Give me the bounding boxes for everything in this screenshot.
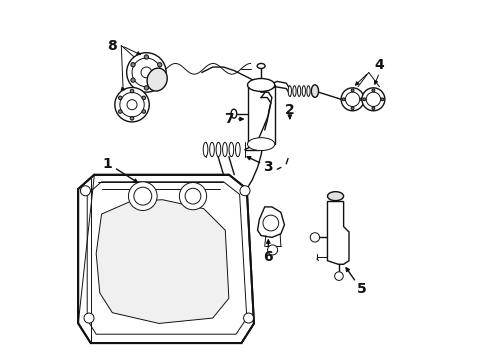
Ellipse shape xyxy=(293,86,296,96)
Text: 1: 1 xyxy=(102,157,112,171)
Circle shape xyxy=(130,117,134,120)
Circle shape xyxy=(126,53,166,92)
Ellipse shape xyxy=(210,142,214,157)
Ellipse shape xyxy=(247,78,275,91)
Circle shape xyxy=(144,86,148,90)
Ellipse shape xyxy=(311,85,318,97)
Circle shape xyxy=(363,98,366,101)
Circle shape xyxy=(263,215,279,231)
Text: 2: 2 xyxy=(285,103,294,117)
Ellipse shape xyxy=(231,109,237,118)
Circle shape xyxy=(381,98,384,101)
Polygon shape xyxy=(78,175,254,343)
Circle shape xyxy=(351,89,354,92)
Polygon shape xyxy=(96,200,229,323)
Circle shape xyxy=(158,78,162,82)
Circle shape xyxy=(345,92,360,107)
Circle shape xyxy=(115,87,149,122)
Circle shape xyxy=(127,100,137,110)
Ellipse shape xyxy=(307,86,310,96)
Text: 5: 5 xyxy=(357,282,367,296)
Circle shape xyxy=(372,107,375,110)
Text: 3: 3 xyxy=(264,161,273,175)
Text: 7: 7 xyxy=(224,112,234,126)
Circle shape xyxy=(185,188,201,204)
Circle shape xyxy=(120,93,144,117)
Circle shape xyxy=(179,183,207,210)
Ellipse shape xyxy=(288,86,292,96)
Circle shape xyxy=(158,63,162,67)
Circle shape xyxy=(84,313,94,323)
Circle shape xyxy=(119,96,122,100)
Ellipse shape xyxy=(229,142,234,157)
Circle shape xyxy=(132,58,161,87)
Circle shape xyxy=(360,98,363,101)
Ellipse shape xyxy=(297,86,301,96)
Circle shape xyxy=(141,67,152,78)
Circle shape xyxy=(131,78,135,82)
Ellipse shape xyxy=(327,192,343,201)
Circle shape xyxy=(134,187,152,205)
Circle shape xyxy=(144,55,148,59)
Circle shape xyxy=(351,107,354,110)
Circle shape xyxy=(80,186,91,196)
Circle shape xyxy=(119,110,122,113)
Ellipse shape xyxy=(216,142,221,157)
Circle shape xyxy=(131,63,135,67)
Polygon shape xyxy=(258,207,285,237)
Circle shape xyxy=(142,110,146,113)
Ellipse shape xyxy=(302,86,305,96)
Circle shape xyxy=(142,96,146,100)
Polygon shape xyxy=(327,202,349,264)
Circle shape xyxy=(372,89,375,92)
Circle shape xyxy=(342,98,345,101)
Text: 4: 4 xyxy=(374,58,384,72)
Circle shape xyxy=(128,182,157,211)
Circle shape xyxy=(366,92,381,107)
Circle shape xyxy=(130,89,134,93)
Ellipse shape xyxy=(236,142,240,157)
Text: 8: 8 xyxy=(107,39,117,53)
Circle shape xyxy=(268,245,278,255)
Ellipse shape xyxy=(147,68,167,91)
Circle shape xyxy=(310,233,319,242)
Circle shape xyxy=(362,88,385,111)
Ellipse shape xyxy=(222,142,227,157)
Circle shape xyxy=(240,186,250,196)
Ellipse shape xyxy=(203,142,208,157)
Text: 6: 6 xyxy=(264,250,273,264)
Circle shape xyxy=(244,313,254,323)
Ellipse shape xyxy=(257,63,265,68)
Circle shape xyxy=(335,272,343,280)
Ellipse shape xyxy=(247,138,275,150)
Circle shape xyxy=(341,88,364,111)
